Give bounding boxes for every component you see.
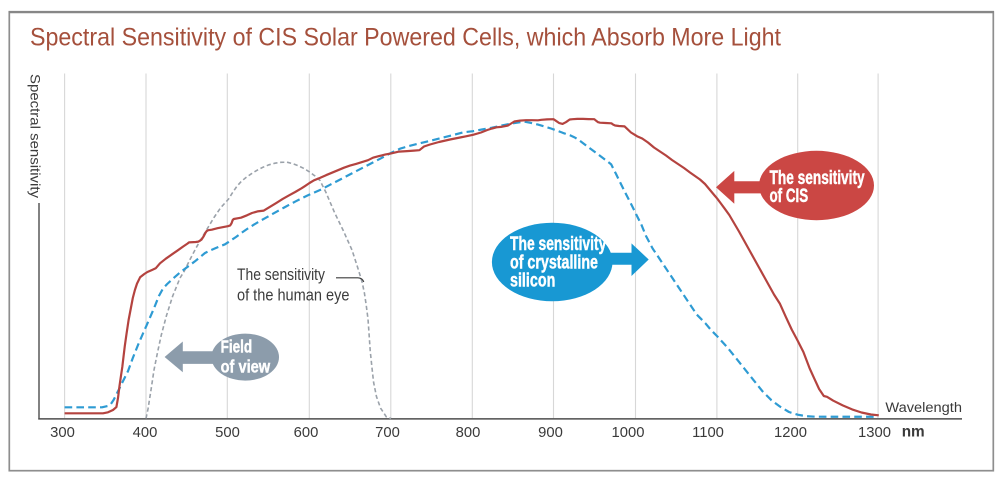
svg-text:of the human eye: of the human eye xyxy=(237,287,350,305)
svg-text:Spectral Sensitivity of CIS So: Spectral Sensitivity of CIS Solar Powere… xyxy=(30,24,781,52)
svg-text:700: 700 xyxy=(375,425,400,441)
svg-text:800: 800 xyxy=(456,425,481,441)
svg-text:Wavelength: Wavelength xyxy=(885,400,962,416)
svg-text:The sensitivity: The sensitivity xyxy=(510,233,607,254)
svg-text:The sensitivity: The sensitivity xyxy=(237,266,326,284)
svg-text:1100: 1100 xyxy=(692,425,724,441)
svg-text:The sensitivity: The sensitivity xyxy=(770,167,866,188)
svg-text:1200: 1200 xyxy=(774,425,807,441)
svg-text:300: 300 xyxy=(50,425,75,441)
svg-text:of CIS: of CIS xyxy=(770,185,809,206)
svg-text:1000: 1000 xyxy=(612,425,645,441)
svg-text:Spectral sensitivity: Spectral sensitivity xyxy=(28,74,44,198)
svg-text:500: 500 xyxy=(215,425,240,441)
svg-text:of view: of view xyxy=(221,357,271,377)
svg-text:1300: 1300 xyxy=(858,425,891,441)
svg-text:silicon: silicon xyxy=(510,270,555,291)
svg-text:900: 900 xyxy=(538,425,563,441)
svg-text:nm: nm xyxy=(902,424,925,441)
svg-text:Field: Field xyxy=(221,337,253,357)
svg-text:400: 400 xyxy=(133,425,158,441)
svg-text:of crystalline: of crystalline xyxy=(510,252,598,273)
svg-text:600: 600 xyxy=(294,425,319,441)
